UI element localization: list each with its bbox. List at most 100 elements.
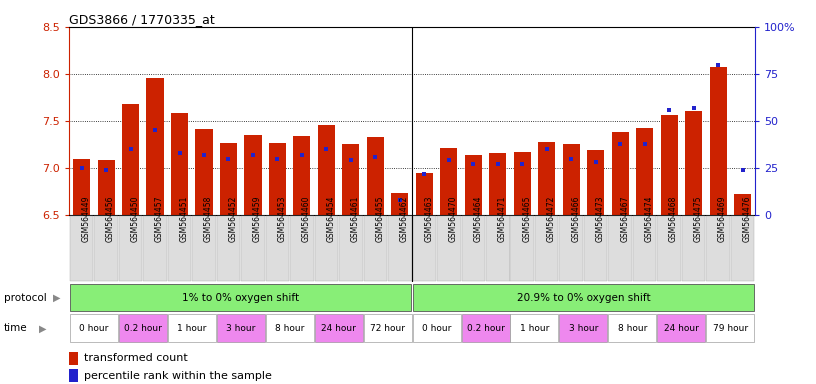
Text: GSM564466: GSM564466 xyxy=(571,195,580,242)
Text: 1 hour: 1 hour xyxy=(177,324,206,333)
Text: GSM564467: GSM564467 xyxy=(620,195,629,242)
Text: GSM564473: GSM564473 xyxy=(596,195,605,242)
Text: GSM564463: GSM564463 xyxy=(424,195,433,242)
Bar xyxy=(146,78,163,215)
Text: protocol: protocol xyxy=(4,293,47,303)
Bar xyxy=(343,144,359,215)
Text: GSM564452: GSM564452 xyxy=(228,195,237,242)
FancyBboxPatch shape xyxy=(70,284,410,311)
FancyBboxPatch shape xyxy=(217,217,240,281)
FancyBboxPatch shape xyxy=(560,217,583,281)
Text: 0 hour: 0 hour xyxy=(422,324,451,333)
Bar xyxy=(245,135,261,215)
Text: 3 hour: 3 hour xyxy=(569,324,598,333)
FancyBboxPatch shape xyxy=(462,217,485,281)
FancyBboxPatch shape xyxy=(70,217,93,281)
Text: GSM564458: GSM564458 xyxy=(204,195,213,242)
Bar xyxy=(636,129,653,215)
Text: GSM564471: GSM564471 xyxy=(498,195,507,242)
Bar xyxy=(294,136,310,215)
Bar xyxy=(612,132,628,215)
Bar xyxy=(734,194,751,215)
FancyBboxPatch shape xyxy=(70,314,118,342)
FancyBboxPatch shape xyxy=(462,314,509,342)
FancyBboxPatch shape xyxy=(339,217,362,281)
Bar xyxy=(73,159,90,215)
Bar xyxy=(220,142,237,215)
Text: GSM564454: GSM564454 xyxy=(326,195,335,242)
FancyBboxPatch shape xyxy=(609,314,656,342)
FancyBboxPatch shape xyxy=(609,217,632,281)
Text: GSM564459: GSM564459 xyxy=(253,195,262,242)
Text: GSM564472: GSM564472 xyxy=(547,195,556,242)
FancyBboxPatch shape xyxy=(413,217,436,281)
Bar xyxy=(538,142,555,215)
FancyBboxPatch shape xyxy=(266,314,313,342)
Text: GSM564469: GSM564469 xyxy=(718,195,727,242)
Bar xyxy=(69,369,78,382)
FancyBboxPatch shape xyxy=(144,217,166,281)
Text: 8 hour: 8 hour xyxy=(618,324,647,333)
Text: transformed count: transformed count xyxy=(84,353,188,363)
Text: GDS3866 / 1770335_at: GDS3866 / 1770335_at xyxy=(69,13,215,26)
Text: GSM564475: GSM564475 xyxy=(694,195,703,242)
FancyBboxPatch shape xyxy=(290,217,313,281)
FancyBboxPatch shape xyxy=(707,314,754,342)
FancyBboxPatch shape xyxy=(486,217,509,281)
Text: GSM564476: GSM564476 xyxy=(743,195,752,242)
Text: GSM564468: GSM564468 xyxy=(669,195,678,242)
FancyBboxPatch shape xyxy=(315,217,338,281)
Bar xyxy=(709,67,726,215)
Text: GSM564456: GSM564456 xyxy=(106,195,115,242)
Text: 24 hour: 24 hour xyxy=(322,324,356,333)
Bar xyxy=(269,142,286,215)
FancyBboxPatch shape xyxy=(633,217,656,281)
Bar xyxy=(490,153,506,215)
Text: 0.2 hour: 0.2 hour xyxy=(467,324,504,333)
Text: 24 hour: 24 hour xyxy=(664,324,698,333)
Bar xyxy=(441,148,457,215)
Bar xyxy=(392,194,409,215)
Text: 20.9% to 0% oxygen shift: 20.9% to 0% oxygen shift xyxy=(517,293,650,303)
Bar xyxy=(98,159,114,215)
FancyBboxPatch shape xyxy=(413,314,460,342)
Text: GSM564449: GSM564449 xyxy=(82,195,91,242)
FancyBboxPatch shape xyxy=(707,217,730,281)
FancyBboxPatch shape xyxy=(413,284,754,311)
FancyBboxPatch shape xyxy=(511,314,558,342)
Bar xyxy=(465,155,481,215)
Text: GSM564453: GSM564453 xyxy=(277,195,286,242)
Text: time: time xyxy=(4,323,28,333)
FancyBboxPatch shape xyxy=(364,314,411,342)
Text: GSM564465: GSM564465 xyxy=(522,195,531,242)
FancyBboxPatch shape xyxy=(119,314,166,342)
Bar xyxy=(562,144,579,215)
Text: 0 hour: 0 hour xyxy=(79,324,109,333)
FancyBboxPatch shape xyxy=(315,314,362,342)
Text: GSM564450: GSM564450 xyxy=(131,195,140,242)
Bar xyxy=(367,137,384,215)
Bar xyxy=(69,352,78,365)
Text: GSM564451: GSM564451 xyxy=(180,195,188,242)
Text: 3 hour: 3 hour xyxy=(226,324,255,333)
Text: GSM564462: GSM564462 xyxy=(400,195,409,242)
Bar xyxy=(318,125,335,215)
Text: GSM564455: GSM564455 xyxy=(375,195,384,242)
Text: GSM564457: GSM564457 xyxy=(155,195,164,242)
FancyBboxPatch shape xyxy=(560,314,607,342)
FancyBboxPatch shape xyxy=(95,217,118,281)
Text: ▶: ▶ xyxy=(53,293,60,303)
Text: GSM564464: GSM564464 xyxy=(473,195,482,242)
FancyBboxPatch shape xyxy=(193,217,215,281)
FancyBboxPatch shape xyxy=(658,314,705,342)
FancyBboxPatch shape xyxy=(682,217,705,281)
Bar xyxy=(513,152,530,215)
FancyBboxPatch shape xyxy=(388,217,411,281)
FancyBboxPatch shape xyxy=(119,217,142,281)
FancyBboxPatch shape xyxy=(437,217,460,281)
FancyBboxPatch shape xyxy=(168,217,191,281)
Text: GSM564474: GSM564474 xyxy=(645,195,654,242)
Text: percentile rank within the sample: percentile rank within the sample xyxy=(84,371,273,381)
Text: 0.2 hour: 0.2 hour xyxy=(124,324,162,333)
Bar xyxy=(415,173,432,215)
